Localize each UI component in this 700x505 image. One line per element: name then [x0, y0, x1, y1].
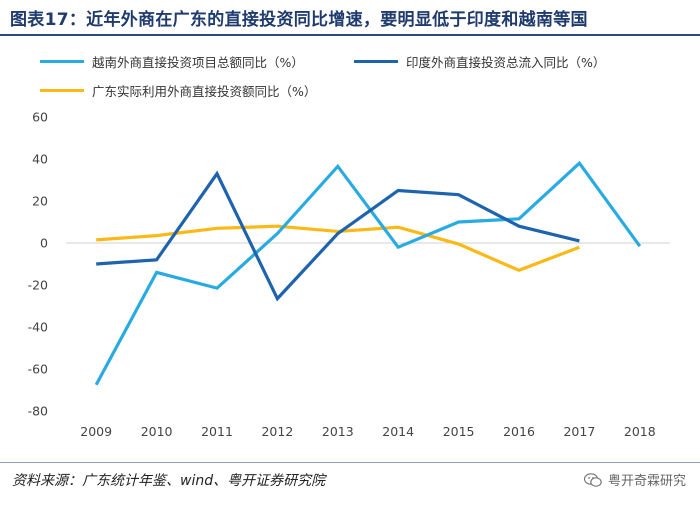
- series-point-vietnam: [578, 162, 581, 165]
- watermark: 粤开奇霖研究: [583, 470, 686, 489]
- series-point-guangdong: [215, 227, 218, 230]
- x-tick-label: 2014: [382, 424, 414, 439]
- series-point-india: [457, 193, 460, 196]
- series-point-india: [215, 172, 218, 175]
- series-point-india: [276, 297, 279, 300]
- y-tick-label: 40: [32, 152, 48, 167]
- x-tick-label: 2016: [503, 424, 535, 439]
- y-tick-label: -60: [28, 362, 48, 377]
- x-tick-label: 2017: [563, 424, 595, 439]
- y-tick-label: -20: [28, 278, 48, 293]
- series-point-india: [155, 258, 158, 261]
- series-point-vietnam: [95, 383, 98, 386]
- legend-label-india: 印度外商直接投资总流入同比（%）: [406, 55, 606, 70]
- series-point-vietnam: [215, 287, 218, 290]
- legend-label-guangdong: 广东实际利用外商直接投资额同比（%）: [92, 84, 317, 99]
- series-point-india: [397, 189, 400, 192]
- series-point-vietnam: [638, 245, 641, 248]
- series-line-vietnam: [94, 160, 642, 386]
- y-tick-label: 0: [40, 236, 48, 251]
- title-divider: [0, 34, 700, 36]
- series-line-india: [96, 170, 580, 302]
- footer-divider: [0, 462, 700, 463]
- legend-label-vietnam: 越南外商直接投资项目总额同比（%）: [92, 55, 304, 70]
- series-point-guangdong: [457, 242, 460, 245]
- series-point-vietnam: [517, 217, 520, 220]
- series-point-vietnam: [397, 246, 400, 249]
- x-tick-label: 2018: [624, 424, 656, 439]
- watermark-label: 粤开奇霖研究: [607, 474, 686, 489]
- series-point-vietnam: [457, 220, 460, 223]
- source-note: 资料来源：广东统计年鉴、wind、粤开证券研究院: [12, 473, 326, 489]
- legend-swatch-india: [354, 60, 398, 63]
- title-bar: 图表17：近年外商在广东的直接投资同比增速，要明显低于印度和越南等国: [0, 0, 700, 34]
- legend-swatch-vietnam: [40, 60, 84, 63]
- series-point-guangdong: [276, 225, 279, 228]
- y-tick-label: -40: [28, 320, 48, 335]
- legend-swatch-guangdong: [40, 89, 84, 92]
- series-point-guangdong: [517, 269, 520, 272]
- series-point-india: [517, 225, 520, 228]
- x-tick-label: 2012: [261, 424, 293, 439]
- series-point-guangdong: [397, 226, 400, 229]
- series-point-vietnam: [155, 271, 158, 274]
- x-tick-label: 2013: [322, 424, 354, 439]
- x-tick-label: 2010: [141, 424, 173, 439]
- series-point-india: [336, 232, 339, 235]
- legend-item-guangdong: 广东实际利用外商直接投资额同比（%）: [40, 81, 316, 100]
- x-tick-label: 2011: [201, 424, 233, 439]
- y-tick-label: -80: [28, 404, 48, 419]
- x-tick-label: 2009: [80, 424, 112, 439]
- series-point-vietnam: [276, 232, 279, 235]
- series-point-india: [578, 239, 581, 242]
- series-point-guangdong: [155, 234, 158, 237]
- series-point-vietnam: [336, 165, 339, 168]
- series-point-india: [95, 262, 98, 265]
- series-point-guangdong: [578, 246, 581, 249]
- y-tick-label: 20: [32, 194, 48, 209]
- legend-item-india: 印度外商直接投资总流入同比（%）: [354, 52, 605, 71]
- x-tick-label: 2015: [443, 424, 475, 439]
- legend-item-vietnam: 越南外商直接投资项目总额同比（%）: [40, 52, 304, 71]
- chart-title: 图表17：近年外商在广东的直接投资同比增速，要明显低于印度和越南等国: [10, 9, 588, 30]
- wechat-icon: [583, 472, 602, 487]
- y-tick-label: 60: [32, 110, 48, 125]
- series-point-guangdong: [95, 238, 98, 241]
- footer: 资料来源：广东统计年鉴、wind、粤开证券研究院 粤开奇霖研究: [0, 462, 700, 501]
